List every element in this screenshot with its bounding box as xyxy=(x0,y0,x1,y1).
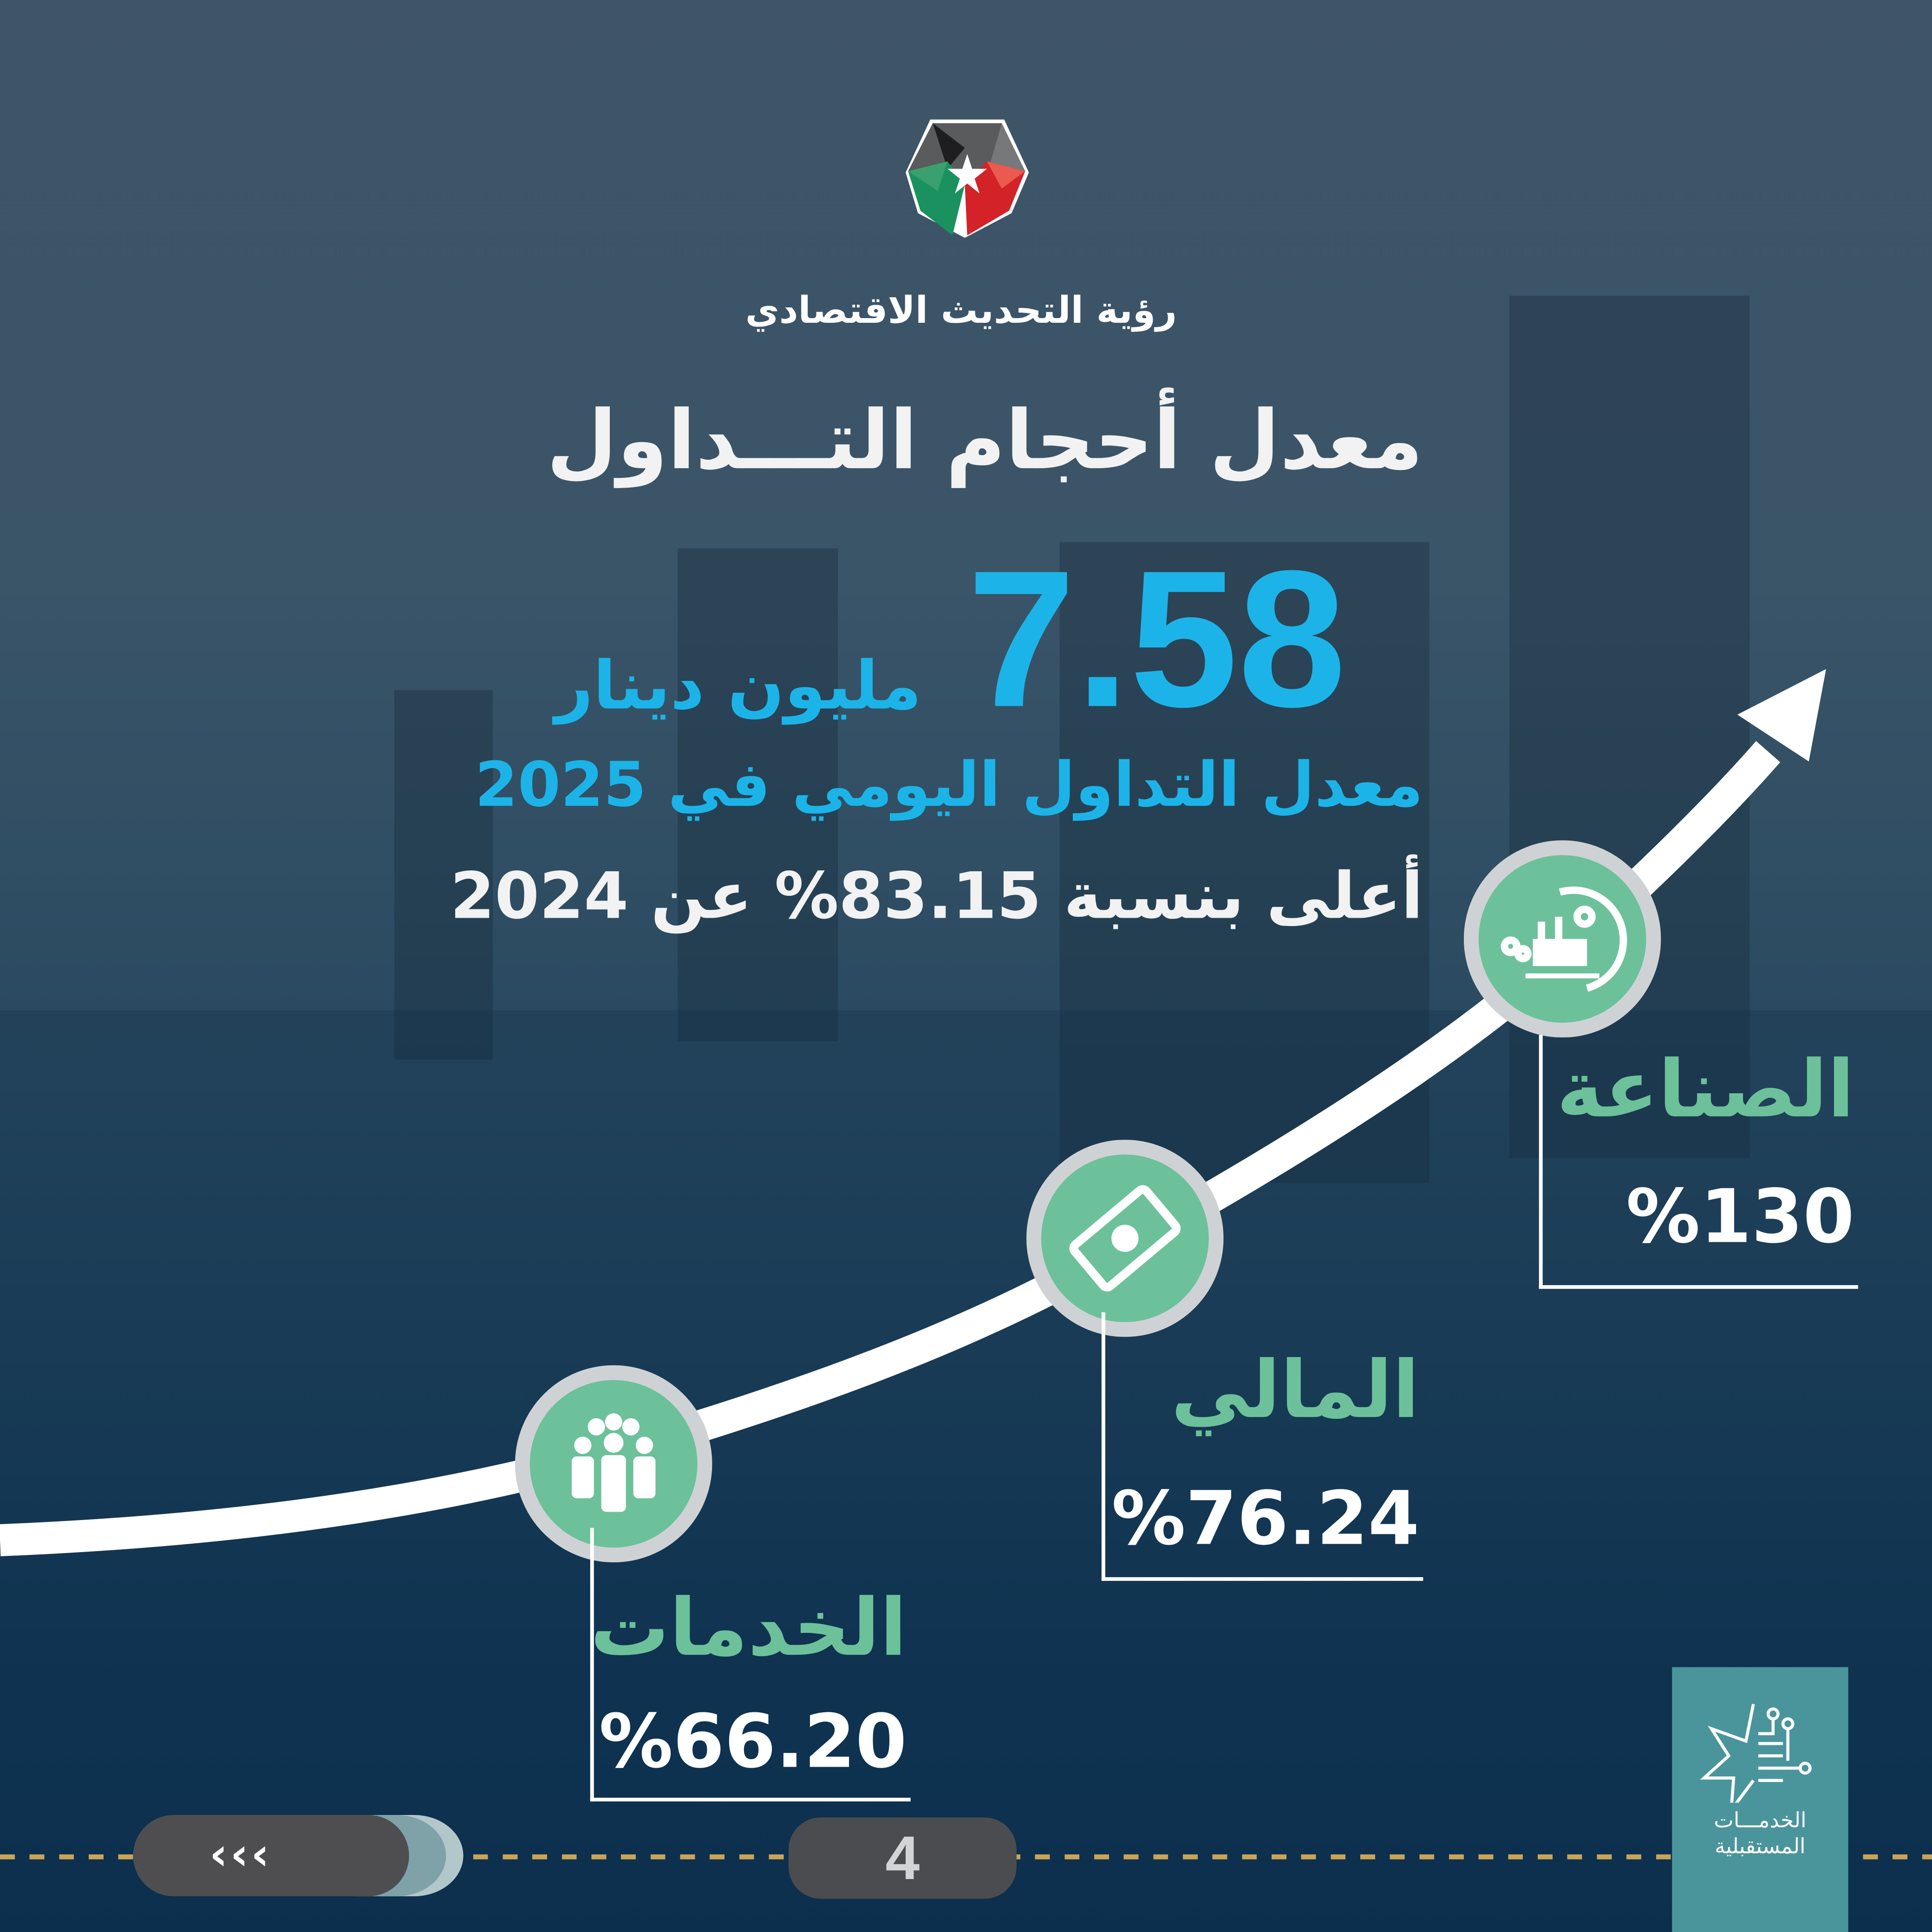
sector-name-finance: المالي xyxy=(1171,1345,1420,1437)
skyline-tower xyxy=(394,690,493,1060)
future-services-brand-box: الخدمـــات المستقبلية xyxy=(1672,1667,1848,1932)
sector-name-industry: الصناعة xyxy=(1556,1044,1854,1136)
factory-gear-icon xyxy=(1501,886,1627,992)
triple-chevron-left-icon: ‹‹‹ xyxy=(209,1829,272,1880)
sector-value-finance: %76.24 xyxy=(1111,1476,1420,1563)
banknote-icon xyxy=(1069,1185,1181,1292)
sector-value-services: %66.20 xyxy=(599,1699,907,1786)
page-number-pill: 4 xyxy=(788,1817,1017,1899)
star-circuit-icon xyxy=(1700,1704,1812,1803)
finance-bracket xyxy=(1101,1312,1423,1581)
finance-circle xyxy=(1026,1140,1224,1337)
page-number: 4 xyxy=(885,1823,920,1893)
industry-circle xyxy=(1463,840,1661,1038)
skyline-tower xyxy=(678,548,838,1041)
sector-name-services: الخدمات xyxy=(590,1583,907,1675)
trading-value: 7.58 xyxy=(967,531,1346,748)
vision-logo-icon xyxy=(906,119,1029,238)
industry-bracket xyxy=(1539,1035,1858,1289)
trading-unit: مليون دينار xyxy=(555,646,922,725)
sector-value-industry: %130 xyxy=(1626,1174,1854,1261)
brand-name: الخدمـــات المستقبلية xyxy=(1714,1808,1807,1860)
page-title: معدل أحجام التـــداول xyxy=(546,393,1423,488)
services-circle xyxy=(515,1365,712,1563)
services-bracket xyxy=(590,1527,911,1801)
prev-button[interactable]: ‹‹‹ xyxy=(133,1815,463,1897)
org-name: رؤية التحديث الاقتصادي xyxy=(745,289,1177,333)
trading-caption: معدل التداول اليومي في 2025 xyxy=(475,749,1423,821)
people-group-icon xyxy=(572,1413,656,1512)
skyline-tower xyxy=(1059,542,1429,1183)
trading-change: أعلى بنسبة 83.15% عن 2024 xyxy=(450,860,1423,934)
skyline-base xyxy=(0,1010,1932,1932)
